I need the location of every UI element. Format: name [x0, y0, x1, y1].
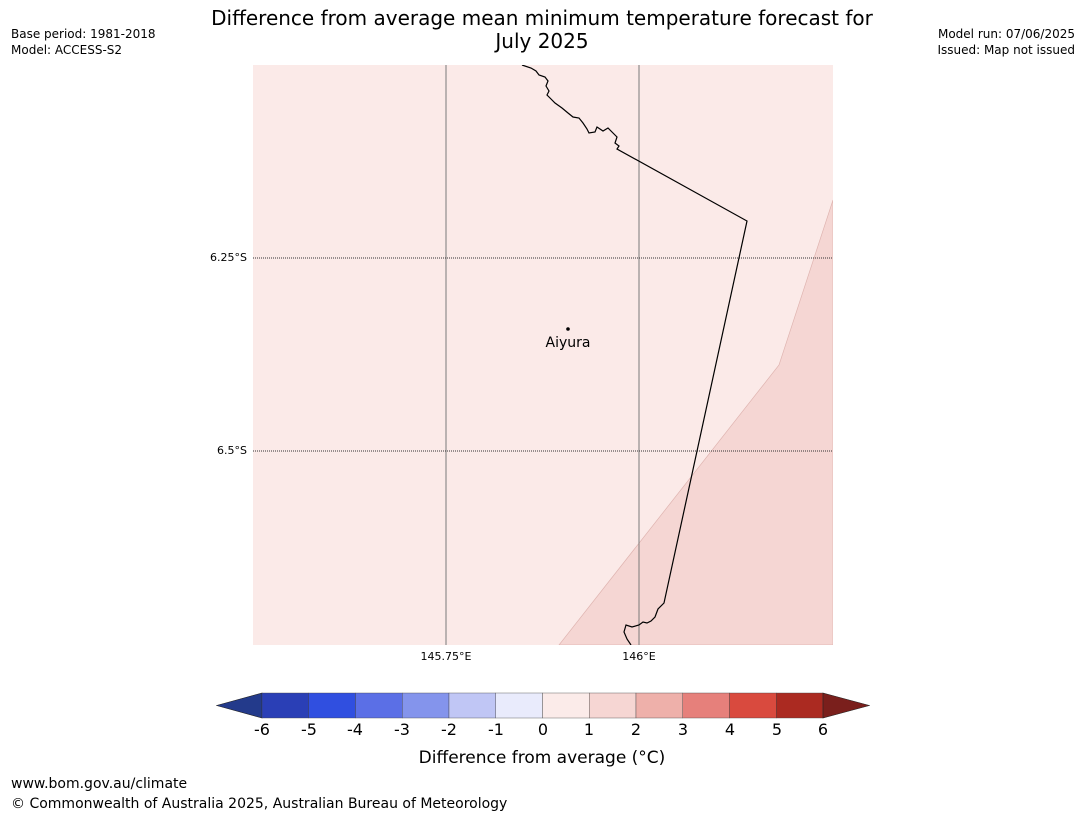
cb-tick: -3	[394, 720, 410, 739]
base-period: Base period: 1981-2018	[11, 27, 156, 41]
map-svg	[253, 65, 833, 645]
lon-label-145-75: 145.75°E	[420, 650, 472, 663]
colorbar-box	[495, 692, 543, 719]
lat-label-6-5: 6.5°S	[217, 444, 247, 457]
header-right: Model run: 07/06/2025 Issued: Map not is…	[937, 26, 1075, 58]
place-label: Aiyura	[545, 335, 591, 351]
colorbar-box	[682, 692, 730, 719]
border-line	[521, 65, 748, 645]
cb-tick: -5	[301, 720, 317, 739]
place-marker	[566, 327, 570, 331]
map-title: Difference from average mean minimum tem…	[192, 7, 892, 53]
issued-status: Issued: Map not issued	[937, 43, 1075, 57]
title-line-1: Difference from average mean minimum tem…	[211, 6, 873, 30]
cb-tick: 2	[630, 720, 642, 739]
cb-tick: -6	[254, 720, 270, 739]
lat-label-6-25: 6.25°S	[210, 251, 247, 264]
cb-tick: -4	[347, 720, 363, 739]
cb-tick: -1	[488, 720, 504, 739]
cb-tick: -2	[441, 720, 457, 739]
model-run: Model run: 07/06/2025	[937, 27, 1075, 41]
colorbar-box	[729, 692, 777, 719]
colorbar-box	[402, 692, 450, 719]
footer-url: www.bom.gov.au/climate	[11, 776, 188, 792]
cb-tick: 5	[771, 720, 783, 739]
lon-label-146: 146°E	[622, 650, 656, 663]
colorbar-box	[261, 692, 309, 719]
cb-tick: 4	[724, 720, 736, 739]
cb-tick: 0	[537, 720, 549, 739]
colorbar-box	[448, 692, 496, 719]
cb-tick: 3	[677, 720, 689, 739]
colorbar-label: Difference from average (°C)	[418, 748, 666, 768]
colorbar-extend-high	[822, 692, 870, 719]
cb-tick: 1	[583, 720, 595, 739]
colorbar-box	[635, 692, 683, 719]
colorbar-box	[589, 692, 637, 719]
colorbar-box	[308, 692, 356, 719]
cb-tick: 6	[817, 720, 829, 739]
header-left: Base period: 1981-2018 Model: ACCESS-S2	[11, 26, 156, 58]
anomaly-band-1-2	[558, 199, 833, 645]
colorbar-box	[542, 692, 590, 719]
title-line-2: July 2025	[495, 29, 589, 53]
model-name: Model: ACCESS-S2	[11, 43, 123, 57]
colorbar	[216, 692, 870, 719]
colorbar-extend-low	[216, 692, 263, 719]
colorbar-box	[355, 692, 403, 719]
map-area	[253, 65, 833, 645]
footer-copyright: © Commonwealth of Australia 2025, Austra…	[11, 796, 508, 812]
colorbar-box	[776, 692, 824, 719]
